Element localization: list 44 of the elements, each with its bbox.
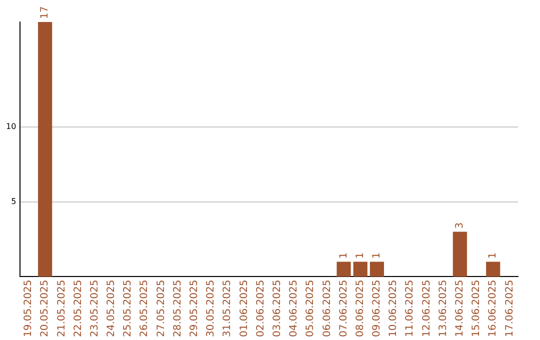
data-label: 1 bbox=[372, 252, 383, 259]
x-tick-label: 13.06.2025 bbox=[438, 280, 449, 338]
x-tick-label: 31.05.2025 bbox=[222, 280, 234, 338]
x-tick-label: 15.06.2025 bbox=[471, 280, 482, 338]
bar bbox=[452, 232, 467, 277]
x-tick-label: 02.06.2025 bbox=[255, 280, 266, 338]
x-tick-label: 20.05.2025 bbox=[40, 280, 51, 338]
x-tick-label: 09.06.2025 bbox=[372, 280, 383, 338]
x-tick-label: 26.05.2025 bbox=[139, 280, 150, 338]
x-tick-label: 24.05.2025 bbox=[106, 280, 118, 338]
x-tick-label: 16.06.2025 bbox=[488, 280, 499, 338]
x-tick-label: 12.06.2025 bbox=[421, 280, 432, 338]
y-tick-label: 10 bbox=[6, 122, 16, 131]
x-tick-label: 19.05.2025 bbox=[23, 280, 34, 338]
x-tick-label: 08.06.2025 bbox=[354, 280, 366, 338]
data-label: 1 bbox=[488, 252, 499, 259]
x-tick-label: 17.06.2025 bbox=[504, 280, 516, 338]
x-tick-label: 25.05.2025 bbox=[122, 280, 134, 338]
data-label: 1 bbox=[354, 252, 366, 259]
x-tick-label: 01.06.2025 bbox=[238, 280, 250, 338]
data-label: 3 bbox=[454, 222, 466, 229]
x-tick-label: 11.06.2025 bbox=[404, 280, 416, 338]
bar bbox=[370, 262, 384, 277]
bar bbox=[353, 262, 368, 277]
x-tick-label: 05.06.2025 bbox=[305, 280, 316, 338]
x-tick-label: 14.06.2025 bbox=[454, 280, 466, 338]
bar bbox=[486, 262, 500, 277]
bar bbox=[38, 22, 52, 277]
x-tick-label: 23.05.2025 bbox=[89, 280, 100, 338]
x-tick-label: 27.05.2025 bbox=[156, 280, 167, 338]
x-tick-label: 28.05.2025 bbox=[172, 280, 184, 338]
x-tick-label: 03.06.2025 bbox=[272, 280, 283, 338]
x-tick-label: 30.05.2025 bbox=[206, 280, 217, 338]
x-tick-label: 04.06.2025 bbox=[288, 280, 300, 338]
bar bbox=[336, 262, 351, 277]
x-tick-label: 06.06.2025 bbox=[322, 280, 333, 338]
x-tick-label: 10.06.2025 bbox=[388, 280, 400, 338]
x-tick-label: 22.05.2025 bbox=[72, 280, 84, 338]
data-label: 17 bbox=[40, 6, 51, 19]
data-label: 1 bbox=[338, 252, 350, 259]
x-tick-label: 07.06.2025 bbox=[338, 280, 350, 338]
x-tick-label: 21.05.2025 bbox=[56, 280, 68, 338]
x-tick-label: 29.05.2025 bbox=[189, 280, 200, 338]
y-tick-label: 5 bbox=[11, 196, 16, 206]
